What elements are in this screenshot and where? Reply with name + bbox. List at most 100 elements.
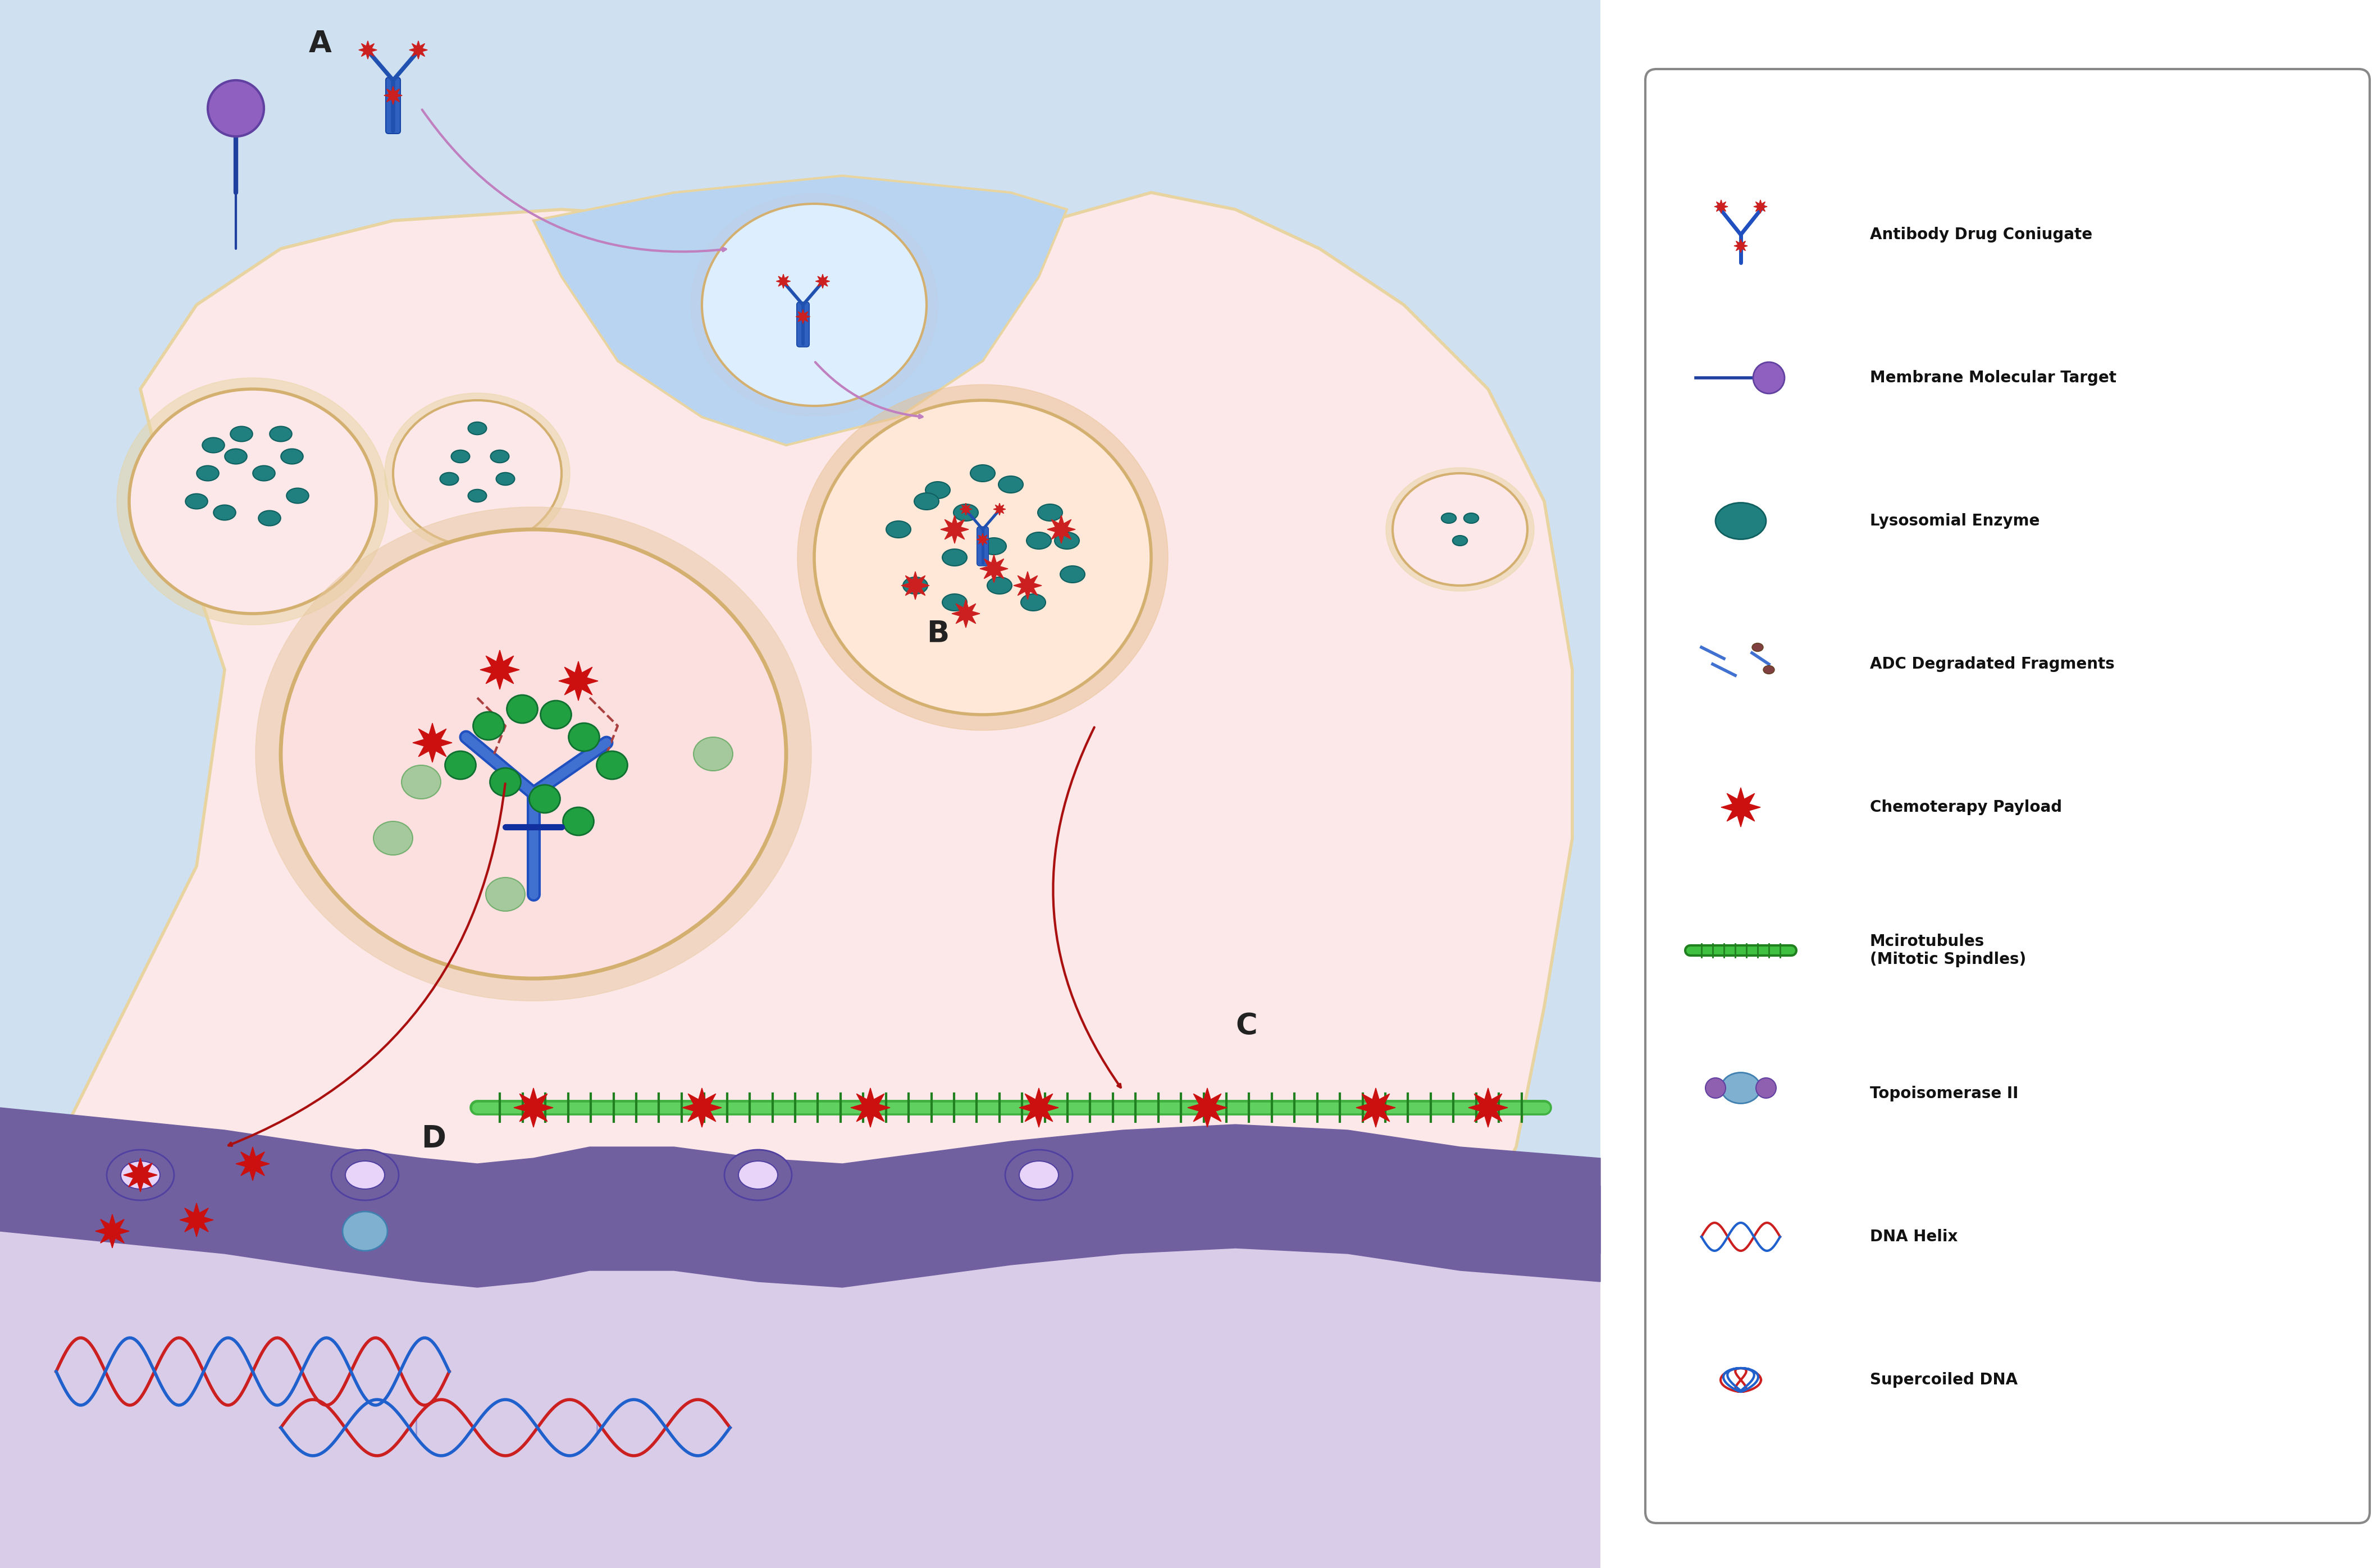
Ellipse shape <box>1452 536 1467 546</box>
Ellipse shape <box>485 878 525 911</box>
FancyBboxPatch shape <box>977 527 989 566</box>
Ellipse shape <box>269 426 292 442</box>
Polygon shape <box>941 516 970 544</box>
Polygon shape <box>235 1146 269 1181</box>
Ellipse shape <box>128 389 376 613</box>
Text: Chemoterapy Payload: Chemoterapy Payload <box>1871 800 2061 815</box>
Text: Lysosomial Enzyme: Lysosomial Enzyme <box>1871 513 2039 528</box>
Ellipse shape <box>915 492 939 510</box>
Ellipse shape <box>941 594 967 612</box>
Ellipse shape <box>121 1160 159 1189</box>
Ellipse shape <box>231 426 252 442</box>
Ellipse shape <box>392 400 561 546</box>
Ellipse shape <box>563 808 594 836</box>
Ellipse shape <box>1752 643 1764 652</box>
Ellipse shape <box>970 464 996 481</box>
Ellipse shape <box>280 448 304 464</box>
Ellipse shape <box>597 751 628 779</box>
Circle shape <box>1754 362 1785 394</box>
Ellipse shape <box>1440 513 1457 524</box>
Text: B: B <box>927 619 948 648</box>
Ellipse shape <box>1721 1073 1761 1104</box>
Ellipse shape <box>986 577 1013 594</box>
Ellipse shape <box>185 494 207 510</box>
Ellipse shape <box>796 384 1167 731</box>
Ellipse shape <box>982 538 1005 555</box>
Polygon shape <box>1048 516 1074 544</box>
Ellipse shape <box>252 466 276 481</box>
Polygon shape <box>851 1088 889 1127</box>
Text: Membrane Molecular Target: Membrane Molecular Target <box>1871 370 2116 386</box>
Polygon shape <box>181 1203 214 1237</box>
Ellipse shape <box>444 751 475 779</box>
Ellipse shape <box>540 701 570 729</box>
PathPatch shape <box>0 1107 1600 1259</box>
Polygon shape <box>1188 1088 1227 1127</box>
Ellipse shape <box>530 786 561 812</box>
Polygon shape <box>480 651 521 690</box>
FancyBboxPatch shape <box>1645 69 2370 1523</box>
Polygon shape <box>1754 199 1766 213</box>
Polygon shape <box>559 662 599 701</box>
Ellipse shape <box>1020 594 1046 612</box>
Polygon shape <box>414 723 452 762</box>
Ellipse shape <box>254 506 811 1000</box>
Ellipse shape <box>468 489 487 502</box>
Text: Supercoiled DNA: Supercoiled DNA <box>1871 1372 2018 1388</box>
Polygon shape <box>1020 1088 1058 1127</box>
Ellipse shape <box>1764 665 1776 674</box>
Polygon shape <box>1735 240 1747 252</box>
Text: Mcirotubules
(Mitotic Spindles): Mcirotubules (Mitotic Spindles) <box>1871 933 2025 967</box>
Polygon shape <box>385 86 402 105</box>
Ellipse shape <box>288 488 309 503</box>
Ellipse shape <box>1020 1160 1058 1189</box>
Ellipse shape <box>1393 474 1528 585</box>
Ellipse shape <box>497 472 516 485</box>
Ellipse shape <box>506 695 537 723</box>
Ellipse shape <box>385 394 570 554</box>
Ellipse shape <box>202 437 223 453</box>
Ellipse shape <box>1386 467 1533 591</box>
Ellipse shape <box>953 505 979 521</box>
Circle shape <box>207 80 264 136</box>
Ellipse shape <box>197 466 219 481</box>
Polygon shape <box>682 1088 723 1127</box>
Ellipse shape <box>516 604 528 612</box>
Polygon shape <box>796 309 811 323</box>
Polygon shape <box>1714 199 1728 213</box>
Ellipse shape <box>998 477 1022 492</box>
Ellipse shape <box>1716 503 1766 539</box>
Text: Antibody Drug Coniugate: Antibody Drug Coniugate <box>1871 227 2092 243</box>
Ellipse shape <box>440 472 459 485</box>
Text: ADC Degradated Fragments: ADC Degradated Fragments <box>1871 657 2116 673</box>
Polygon shape <box>1013 571 1041 599</box>
Polygon shape <box>1357 1088 1395 1127</box>
Polygon shape <box>409 41 428 60</box>
Text: Topoisomerase II: Topoisomerase II <box>1871 1085 2018 1101</box>
Ellipse shape <box>259 511 280 525</box>
Ellipse shape <box>739 1160 777 1189</box>
FancyBboxPatch shape <box>796 303 808 347</box>
Ellipse shape <box>490 768 521 797</box>
Ellipse shape <box>925 481 951 499</box>
Ellipse shape <box>549 615 561 624</box>
Ellipse shape <box>478 569 589 659</box>
Ellipse shape <box>342 1212 387 1251</box>
Ellipse shape <box>725 1149 792 1200</box>
Polygon shape <box>124 1159 157 1192</box>
Ellipse shape <box>568 723 599 751</box>
Circle shape <box>1704 1077 1726 1098</box>
Text: D: D <box>421 1124 447 1152</box>
Ellipse shape <box>452 450 471 463</box>
Ellipse shape <box>107 1149 174 1200</box>
Polygon shape <box>979 555 1008 583</box>
Ellipse shape <box>1039 505 1063 521</box>
Ellipse shape <box>1464 513 1478 524</box>
Ellipse shape <box>528 621 540 629</box>
Polygon shape <box>513 1088 554 1127</box>
Ellipse shape <box>692 194 939 416</box>
Ellipse shape <box>694 737 732 771</box>
Polygon shape <box>901 571 929 599</box>
Ellipse shape <box>214 505 235 521</box>
Polygon shape <box>532 176 1067 445</box>
